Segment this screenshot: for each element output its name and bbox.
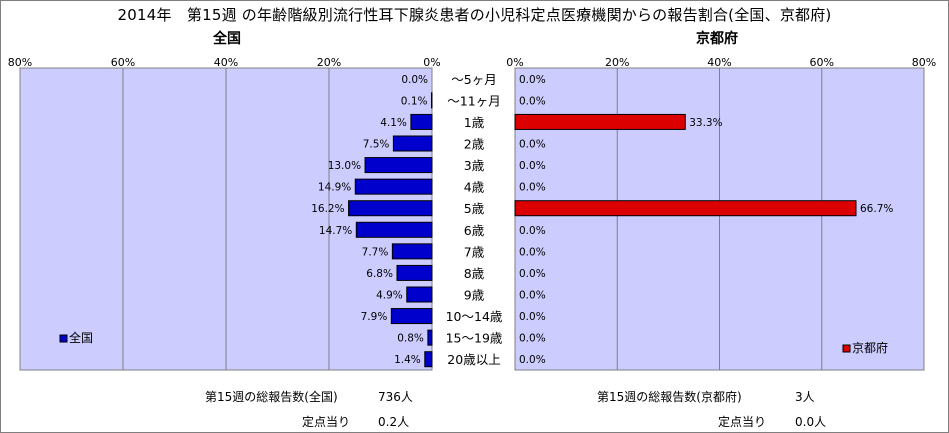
kyoto-legend-label: 京都府 bbox=[852, 340, 888, 355]
kyoto-panel-title: 京都府 bbox=[696, 31, 738, 47]
kyoto-data-label: 0.0% bbox=[519, 160, 546, 172]
category-label: 20歳以上 bbox=[447, 352, 500, 367]
category-label: ～5ヶ月 bbox=[451, 72, 496, 87]
kyoto-data-label: 0.0% bbox=[519, 246, 546, 258]
category-label: 3歳 bbox=[464, 158, 485, 173]
national-tick-label: 40% bbox=[214, 56, 238, 69]
national-data-label: 0.0% bbox=[401, 74, 428, 86]
kyoto-total-value: 3人 bbox=[795, 390, 815, 404]
national-bar bbox=[390, 308, 433, 325]
kyoto-tick-label: 80% bbox=[912, 56, 936, 69]
kyoto-data-label: 0.0% bbox=[519, 74, 546, 86]
national-bar bbox=[424, 351, 433, 368]
kyoto-data-label: 0.0% bbox=[519, 290, 546, 302]
kyoto-data-label: 0.0% bbox=[519, 95, 546, 107]
national-tick-label: 0% bbox=[423, 56, 440, 69]
national-per-label: 定点当り bbox=[302, 415, 351, 429]
national-data-label: 14.7% bbox=[319, 225, 352, 237]
kyoto-data-label: 0.0% bbox=[519, 354, 546, 366]
national-data-label: 0.1% bbox=[401, 95, 428, 107]
kyoto-data-label: 66.7% bbox=[860, 203, 893, 215]
national-panel-title: 全国 bbox=[213, 31, 241, 47]
national-bar bbox=[427, 329, 433, 346]
national-data-label: 13.0% bbox=[328, 160, 361, 172]
category-label: 8歳 bbox=[464, 266, 485, 281]
category-label: 5歳 bbox=[464, 201, 485, 216]
national-bar bbox=[348, 200, 433, 217]
national-bar bbox=[406, 286, 433, 303]
category-label: 6歳 bbox=[464, 223, 485, 238]
kyoto-per-label: 定点当り bbox=[718, 415, 767, 429]
category-label: 10～14歳 bbox=[446, 309, 503, 324]
national-bar bbox=[410, 113, 433, 130]
kyoto-data-label: 33.3% bbox=[689, 117, 722, 129]
national-total-label: 第15週の総報告数(全国) bbox=[205, 390, 338, 404]
national-bar bbox=[364, 157, 433, 174]
national-tick-label: 60% bbox=[111, 56, 135, 69]
national-legend-swatch bbox=[59, 334, 68, 343]
national-bar bbox=[396, 264, 433, 281]
national-bar bbox=[354, 178, 433, 195]
national-total-value: 736人 bbox=[378, 390, 413, 404]
kyoto-legend-swatch bbox=[842, 344, 851, 353]
national-data-label: 16.2% bbox=[311, 203, 344, 215]
kyoto-data-label: 0.0% bbox=[519, 139, 546, 151]
category-label: ～11ヶ月 bbox=[447, 93, 500, 108]
national-data-label: 7.9% bbox=[361, 311, 388, 323]
kyoto-data-label: 0.0% bbox=[519, 333, 546, 345]
kyoto-data-label: 0.0% bbox=[519, 311, 546, 323]
national-data-label: 7.7% bbox=[362, 246, 389, 258]
category-label: 4歳 bbox=[464, 180, 485, 195]
national-data-label: 1.4% bbox=[394, 354, 421, 366]
national-data-label: 4.9% bbox=[376, 290, 403, 302]
national-bar bbox=[430, 92, 433, 109]
chart-title: 2014年 第15週 の年齢階級別流行性耳下腺炎患者の小児科定点医療機関からの報… bbox=[117, 6, 832, 24]
category-label: 2歳 bbox=[464, 137, 485, 152]
kyoto-total-label: 第15週の総報告数(京都府) bbox=[597, 390, 742, 404]
kyoto-data-label: 0.0% bbox=[519, 268, 546, 280]
category-label: 7歳 bbox=[464, 244, 485, 259]
national-bar bbox=[391, 243, 433, 260]
kyoto-tick-label: 20% bbox=[605, 56, 629, 69]
kyoto-per-value: 0.0人 bbox=[795, 415, 827, 429]
national-bar bbox=[392, 135, 433, 152]
national-per-value: 0.2人 bbox=[378, 415, 410, 429]
kyoto-tick-label: 40% bbox=[707, 56, 731, 69]
category-label: 1歳 bbox=[464, 115, 485, 130]
national-data-label: 4.1% bbox=[380, 117, 407, 129]
national-data-label: 14.9% bbox=[318, 182, 351, 194]
kyoto-data-label: 0.0% bbox=[519, 225, 546, 237]
kyoto-data-label: 0.0% bbox=[519, 182, 546, 194]
national-data-label: 7.5% bbox=[363, 139, 390, 151]
national-legend-label: 全国 bbox=[69, 330, 93, 345]
national-tick-label: 80% bbox=[8, 56, 32, 69]
national-data-label: 6.8% bbox=[366, 268, 393, 280]
national-bar bbox=[355, 221, 433, 238]
national-tick-label: 20% bbox=[317, 56, 341, 69]
kyoto-bar bbox=[514, 113, 686, 130]
category-label: 9歳 bbox=[464, 288, 485, 303]
kyoto-tick-label: 60% bbox=[810, 56, 834, 69]
kyoto-bar bbox=[514, 200, 857, 217]
national-data-label: 0.8% bbox=[397, 333, 424, 345]
category-label: 15～19歳 bbox=[446, 331, 503, 346]
kyoto-tick-label: 0% bbox=[506, 56, 523, 69]
